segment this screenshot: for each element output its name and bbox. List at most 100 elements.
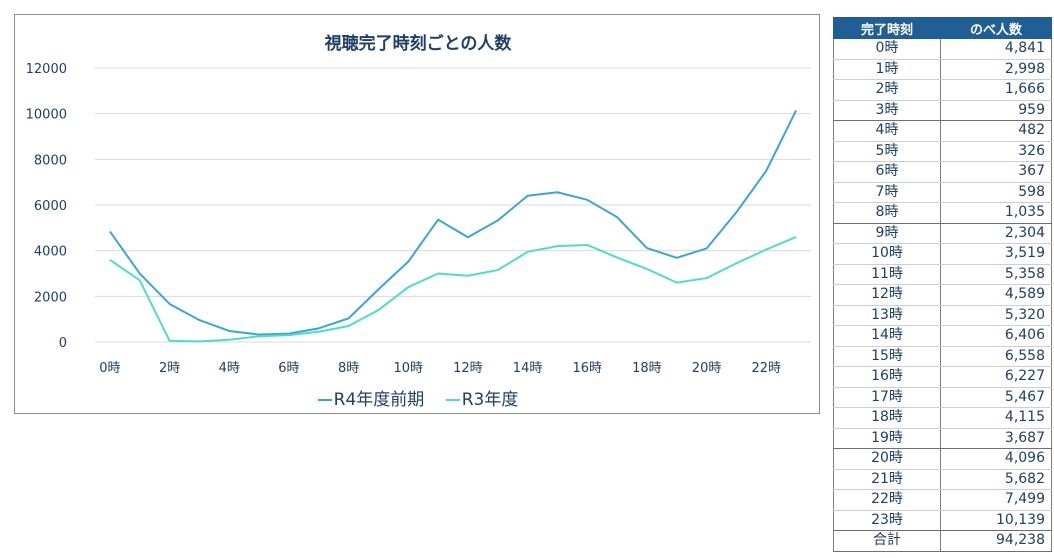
chart-legend: R4年度前期 R3年度 xyxy=(15,385,821,410)
table-cell-time: 10時 xyxy=(833,243,941,265)
x-tick-label: 4時 xyxy=(219,361,240,376)
table-cell-count: 1,666 xyxy=(940,79,1052,101)
table-cell-count: 5,358 xyxy=(940,264,1052,285)
table-header-count: のべ人数 xyxy=(940,17,1052,39)
legend-swatch-r3 xyxy=(445,399,460,401)
table-cell-time: 21時 xyxy=(833,469,941,490)
table-cell-count: 367 xyxy=(940,161,1052,183)
legend-item-r3: R3年度 xyxy=(445,385,519,410)
table-cell-time: 18時 xyxy=(833,407,941,429)
table-body: 0時 4,841 1時 2,998 2時 1,666 3時 959 4時 482 5時 326 6時 36… xyxy=(833,38,1052,552)
table-cell-count: 4,115 xyxy=(940,407,1052,429)
x-tick-label: 14時 xyxy=(513,361,543,376)
table-cell-count: 2,304 xyxy=(940,223,1052,244)
table-cell-count: 598 xyxy=(940,182,1052,203)
table-cell-count: 6,558 xyxy=(940,346,1052,367)
y-tick-label: 6000 xyxy=(34,199,67,214)
table-cell-time: 3時 xyxy=(833,100,941,121)
x-tick-label: 8時 xyxy=(338,361,359,376)
y-tick-label: 4000 xyxy=(34,245,67,260)
table-row: 8時 1,035 xyxy=(833,202,1052,224)
x-tick-label: 16時 xyxy=(572,361,602,376)
x-tick-label: 2時 xyxy=(159,361,180,376)
table-cell-time: 7時 xyxy=(833,182,941,203)
table-row: 20時 4,096 xyxy=(833,448,1052,470)
table-cell-time: 8時 xyxy=(833,202,941,224)
table-row: 6時 367 xyxy=(833,161,1052,183)
y-tick-label: 8000 xyxy=(34,153,67,168)
table-row: 12時 4,589 xyxy=(833,284,1052,306)
table-row: 11時 5,358 xyxy=(833,264,1052,285)
table-cell-count: 4,096 xyxy=(940,448,1052,470)
table-row: 1時 2,998 xyxy=(833,59,1052,80)
table-cell-time: 20時 xyxy=(833,448,941,470)
table-cell-count: 326 xyxy=(940,141,1052,162)
y-tick-label: 10000 xyxy=(26,108,67,123)
x-tick-label: 10時 xyxy=(393,361,423,376)
table-cell-time: 4時 xyxy=(833,120,941,142)
table-cell-count: 2,998 xyxy=(940,59,1052,80)
table-cell-count: 482 xyxy=(940,120,1052,142)
data-table: 完了時刻 のべ人数 0時 4,841 1時 2,998 2時 1,666 3時 959 4時 48… xyxy=(833,17,1052,552)
table-row: 3時 959 xyxy=(833,100,1052,121)
table-cell-count: 3,687 xyxy=(940,428,1052,449)
chart-frame: 0 2000 4000 6000 8000 10000 12000 0時 2時 4時 6時 8時 10時… xyxy=(14,14,820,414)
table-row: 9時 2,304 xyxy=(833,223,1052,244)
chart-title: 視聴完了時刻ごとの人数 xyxy=(324,34,512,54)
table-cell-time: 13時 xyxy=(833,305,941,326)
table-cell-count: 5,320 xyxy=(940,305,1052,326)
table-row: 4時 482 xyxy=(833,120,1052,142)
table-cell-time: 9時 xyxy=(833,223,941,244)
table-cell-time: 1時 xyxy=(833,59,941,80)
x-tick-label: 0時 xyxy=(99,361,120,376)
table-cell-count: 959 xyxy=(940,100,1052,121)
table-cell-count: 7,499 xyxy=(940,489,1052,511)
y-tick-label: 12000 xyxy=(26,62,67,77)
table-cell-count: 10,139 xyxy=(940,510,1052,531)
legend-label-r3: R3年度 xyxy=(461,390,519,410)
table-row: 2時 1,666 xyxy=(833,79,1052,101)
table-cell-time: 0時 xyxy=(833,38,941,60)
table-cell-time: 14時 xyxy=(833,325,941,347)
table-row: 0時 4,841 xyxy=(833,38,1052,60)
y-tick-label: 2000 xyxy=(34,290,67,305)
table-row: 22時 7,499 xyxy=(833,489,1052,511)
legend-item-r4: R4年度前期 xyxy=(317,385,425,410)
table-cell-count: 4,841 xyxy=(940,38,1052,60)
table-cell-time: 6時 xyxy=(833,161,941,183)
table-row: 16時 6,227 xyxy=(833,366,1052,388)
x-tick-label: 12時 xyxy=(453,361,483,376)
table-cell-time: 16時 xyxy=(833,366,941,388)
table-cell-time: 11時 xyxy=(833,264,941,285)
table-cell-time: 15時 xyxy=(833,346,941,367)
table-cell-count: 5,682 xyxy=(940,469,1052,490)
series-line-r3 xyxy=(109,236,797,343)
table-cell-count: 4,589 xyxy=(940,284,1052,306)
chart-plot: 0 2000 4000 6000 8000 10000 12000 0時 2時 4時 6時 8時 10時… xyxy=(26,62,811,376)
table-cell-time: 19時 xyxy=(833,428,941,449)
table-cell-time: 合計 xyxy=(833,530,941,552)
table-cell-count: 1,035 xyxy=(940,202,1052,224)
table-row: 19時 3,687 xyxy=(833,428,1052,449)
table-cell-count: 5,467 xyxy=(940,387,1052,408)
table-cell-time: 23時 xyxy=(833,510,941,531)
table-row: 5時 326 xyxy=(833,141,1052,162)
table-row: 10時 3,519 xyxy=(833,243,1052,265)
series-line-r4 xyxy=(109,110,797,336)
x-tick-label: 22時 xyxy=(751,361,781,376)
table-cell-time: 12時 xyxy=(833,284,941,306)
y-tick-label: 0 xyxy=(59,336,67,351)
x-tick-label: 18時 xyxy=(632,361,662,376)
table-header-row: 完了時刻 のべ人数 xyxy=(833,17,1052,39)
table-row: 18時 4,115 xyxy=(833,407,1052,429)
table-row: 15時 6,558 xyxy=(833,346,1052,367)
table-cell-time: 17時 xyxy=(833,387,941,408)
table-cell-time: 2時 xyxy=(833,79,941,101)
x-tick-label: 20時 xyxy=(692,361,722,376)
table-cell-time: 22時 xyxy=(833,489,941,511)
table-cell-count: 6,227 xyxy=(940,366,1052,388)
table-row: 合計 94,238 xyxy=(833,530,1052,552)
x-tick-label: 6時 xyxy=(278,361,299,376)
legend-label-r4: R4年度前期 xyxy=(333,390,425,410)
legend-swatch-r4 xyxy=(317,399,332,401)
